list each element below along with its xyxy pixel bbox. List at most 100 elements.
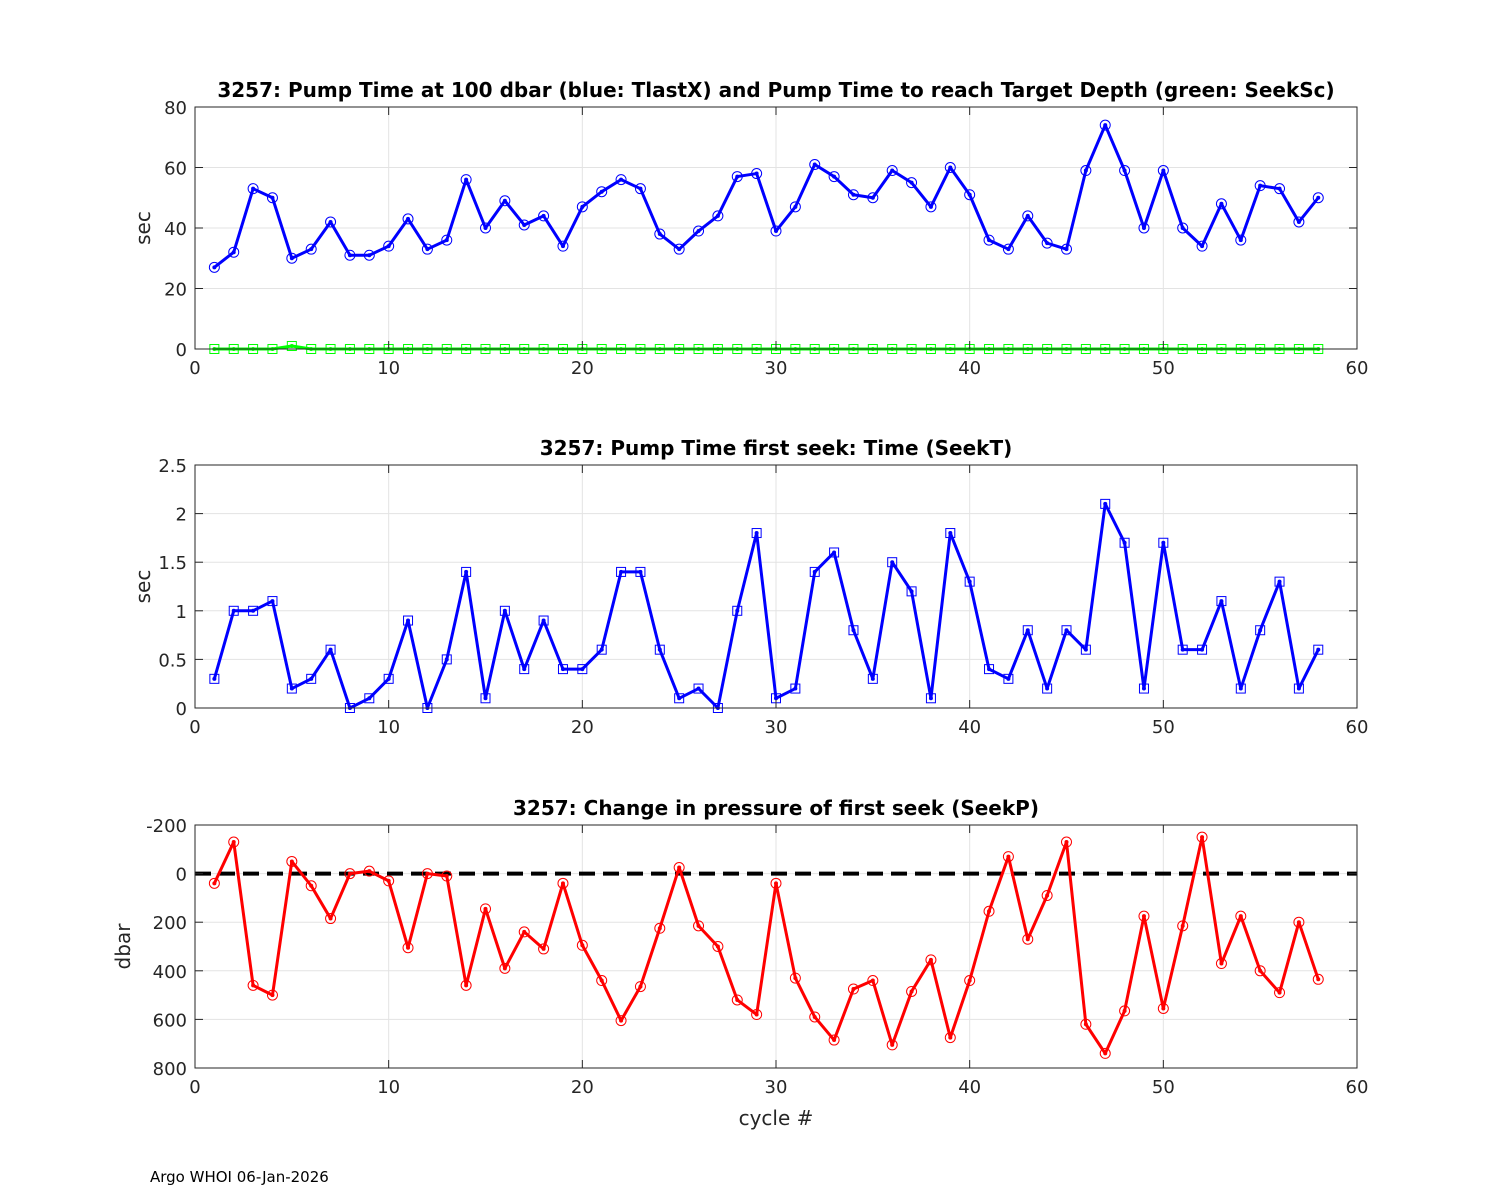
y-tick-label: 200 xyxy=(153,913,187,934)
seekp-point xyxy=(847,983,859,995)
seekt-dot xyxy=(560,667,565,672)
seekt-dot xyxy=(948,531,953,536)
chart-title: 3257: Pump Time first seek: Time (SeekT) xyxy=(540,436,1013,460)
seekt-point xyxy=(1022,625,1033,636)
tlastx-point xyxy=(1177,222,1189,234)
seekt-dot xyxy=(1141,686,1146,691)
seekt-point xyxy=(596,644,607,655)
seekp-point xyxy=(363,865,375,877)
seekt-point xyxy=(538,615,549,626)
seekt-point xyxy=(403,615,414,626)
seekp-dot xyxy=(890,1042,895,1047)
seekp-point xyxy=(499,962,511,974)
seekt-dot xyxy=(1180,647,1185,652)
seekp-point xyxy=(1080,1018,1092,1030)
seekp-point xyxy=(673,862,685,874)
seekp-dot xyxy=(638,984,643,989)
tlastx-dot xyxy=(1141,226,1146,230)
seekt-point xyxy=(461,566,472,577)
seekp-point xyxy=(770,877,782,889)
tlastx-point xyxy=(1080,165,1092,177)
seekt-dot xyxy=(1296,686,1301,691)
tlastx-point xyxy=(770,225,782,237)
x-tick-label: 60 xyxy=(1346,1077,1369,1098)
seekp-dot xyxy=(735,997,740,1002)
seekp-point xyxy=(247,979,259,991)
seekp-dot xyxy=(444,874,449,879)
tlastx-dot xyxy=(1238,238,1243,243)
seekt-dot xyxy=(464,569,469,574)
seekt-point xyxy=(519,664,530,675)
seekp-dot xyxy=(928,957,933,962)
tlastx-point xyxy=(944,162,956,173)
tlastx-dot xyxy=(444,238,449,243)
tlastx-dot xyxy=(638,186,643,191)
x-tick-label: 50 xyxy=(1152,1077,1175,1098)
tlastx-point xyxy=(421,243,433,255)
tlastx-dot xyxy=(212,265,217,270)
tlastx-point xyxy=(441,234,453,246)
seekp-point xyxy=(576,939,588,951)
seeksc-dot xyxy=(289,343,294,348)
tlastx-point xyxy=(1235,234,1247,246)
seekp-dot xyxy=(696,923,701,928)
x-tick-label: 0 xyxy=(189,1077,200,1098)
tlastx-dot xyxy=(1064,247,1069,252)
seekt-dot xyxy=(1161,540,1166,545)
seekt-dot xyxy=(406,618,411,623)
seekt-point xyxy=(964,576,975,587)
seekt-dot xyxy=(231,608,236,613)
tlastx-dot xyxy=(812,162,817,167)
seekp-dot xyxy=(580,943,585,948)
tlastx-dot xyxy=(696,229,701,234)
x-tick-label: 50 xyxy=(1152,717,1175,738)
tlastx-point xyxy=(518,219,530,231)
y-tick-label: 1 xyxy=(176,602,187,623)
tlastx-dot xyxy=(251,186,256,191)
seekt-point xyxy=(325,644,336,655)
seekp-point xyxy=(1293,916,1305,928)
seekp-dot xyxy=(832,1038,837,1043)
seekp-point xyxy=(518,926,530,938)
tlastx-point xyxy=(538,210,550,222)
seekt-dot xyxy=(1258,628,1263,633)
tlastx-dot xyxy=(347,253,352,258)
seekt-dot xyxy=(1064,628,1069,633)
seekp-dot xyxy=(754,1012,759,1017)
seekt-dot xyxy=(1045,686,1050,691)
tlastx-dot xyxy=(483,226,488,230)
seekt-point xyxy=(1313,644,1324,655)
seekp-dot xyxy=(367,869,372,874)
tlastx-dot xyxy=(793,204,798,209)
y-tick-label: 2 xyxy=(176,505,187,526)
tlastx-dot xyxy=(425,247,430,252)
seekt-dot xyxy=(638,569,643,574)
x-tick-label: 20 xyxy=(571,1077,594,1098)
seekt-dot xyxy=(1025,628,1030,633)
seekt-point xyxy=(887,557,898,568)
y-axis-label: dbar xyxy=(111,923,135,970)
seekp-dot xyxy=(851,987,856,992)
tlastx-point xyxy=(1099,119,1111,131)
seekt-point xyxy=(751,528,762,539)
tlastx-dot xyxy=(1161,168,1166,173)
y-tick-label: 60 xyxy=(164,159,187,180)
x-tick-label: 50 xyxy=(1152,358,1175,379)
tlastx-point xyxy=(906,177,918,189)
tlastx-point xyxy=(286,252,298,264)
y-tick-label: 2.5 xyxy=(158,456,187,477)
tlastx-point xyxy=(828,171,840,183)
seekt-dot xyxy=(1219,599,1224,604)
tlastx-dot xyxy=(541,213,546,218)
seekt-point xyxy=(267,596,278,607)
tlastx-point xyxy=(847,189,859,201)
seekp-dot xyxy=(793,976,798,981)
tlastx-point xyxy=(1157,165,1169,177)
seekt-point xyxy=(1119,537,1130,548)
seekp-point xyxy=(1041,889,1053,901)
seekt-dot xyxy=(870,676,875,681)
seekt-point xyxy=(364,693,375,704)
seekp-point xyxy=(1177,920,1189,932)
y-tick-label: 0 xyxy=(176,340,187,361)
seekp-dot xyxy=(909,989,914,994)
